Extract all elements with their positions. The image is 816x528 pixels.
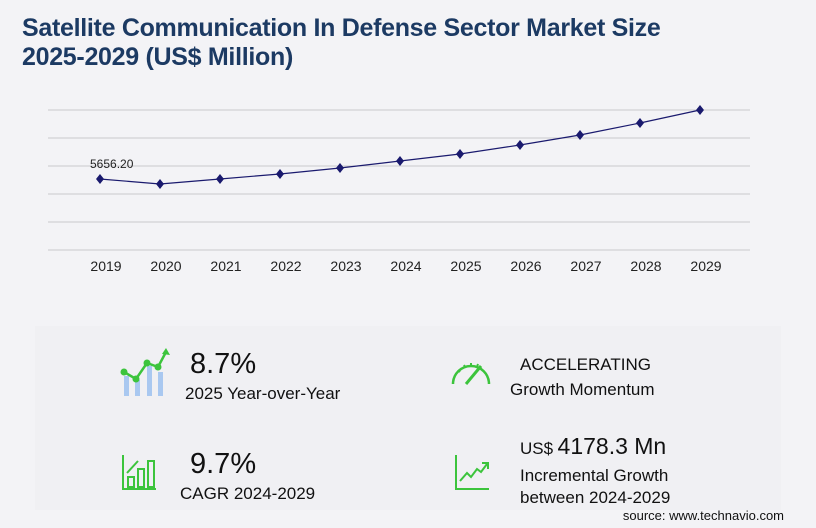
incremental-value-row: US$ 4178.3 Mn xyxy=(520,433,666,460)
momentum-value: ACCELERATING xyxy=(520,355,651,374)
data-point-2019 xyxy=(96,173,104,184)
cagr-label: CAGR 2024-2029 xyxy=(180,484,316,503)
x-tick-label: 2021 xyxy=(210,258,241,274)
stats-panel xyxy=(35,326,781,510)
x-axis-labels: 2019 2020 2021 2022 2023 2024 2025 2026 2027 2028… xyxy=(90,258,721,274)
x-tick-label: 2024 xyxy=(390,258,421,274)
incremental-label-2: between 2024-2029 xyxy=(520,488,671,507)
yoy-value: 8.7% xyxy=(190,348,257,380)
source-text: source: www.technavio.com xyxy=(622,508,784,523)
x-tick-label: 2027 xyxy=(570,258,601,274)
data-point-2022 xyxy=(276,168,284,179)
currency-prefix: US$ xyxy=(520,439,554,458)
data-point-2025 xyxy=(456,148,464,159)
data-point-2023 xyxy=(336,162,344,173)
data-point-2024 xyxy=(396,156,404,167)
cagr-value: 9.7% xyxy=(190,448,257,480)
incremental-value: 4178.3 Mn xyxy=(557,433,667,459)
x-tick-label: 2020 xyxy=(150,258,181,274)
x-tick-label: 2019 xyxy=(90,258,121,274)
data-point-2027 xyxy=(576,130,584,141)
data-point-2029 xyxy=(696,105,704,115)
series-line xyxy=(99,109,701,185)
bar-chart-growth-icon xyxy=(122,455,156,490)
x-tick-label: 2029 xyxy=(690,258,721,274)
x-tick-label: 2023 xyxy=(330,258,361,274)
data-label: 5656.20 xyxy=(90,157,134,171)
data-point-2021 xyxy=(216,173,224,184)
chart-title: Satellite Communication In Defense Secto… xyxy=(22,14,661,72)
x-tick-label: 2025 xyxy=(450,258,481,274)
data-point-2026 xyxy=(516,140,524,150)
data-point-2020 xyxy=(156,178,164,189)
title-line-2: 2025-2029 (US$ Million) xyxy=(22,43,293,71)
x-tick-label: 2022 xyxy=(270,258,301,274)
bar-line-growth-icon xyxy=(120,348,170,396)
title-line-1: Satellite Communication In Defense Secto… xyxy=(22,14,661,42)
incremental-label-1: Incremental Growth xyxy=(520,466,669,485)
line-chart: 5656.20 2019 2020 2021 2022 2023 2024 2025 2026… xyxy=(48,105,750,274)
gridlines xyxy=(48,109,750,251)
x-tick-label: 2026 xyxy=(510,258,541,274)
yoy-label: 2025 Year-over-Year xyxy=(185,384,341,403)
speedometer-icon xyxy=(451,363,491,385)
trend-chart-icon xyxy=(455,455,489,490)
x-tick-label: 2028 xyxy=(630,258,661,274)
data-point-2028 xyxy=(636,118,644,129)
momentum-label: Growth Momentum xyxy=(510,380,655,399)
series: 5656.20 xyxy=(90,105,704,189)
